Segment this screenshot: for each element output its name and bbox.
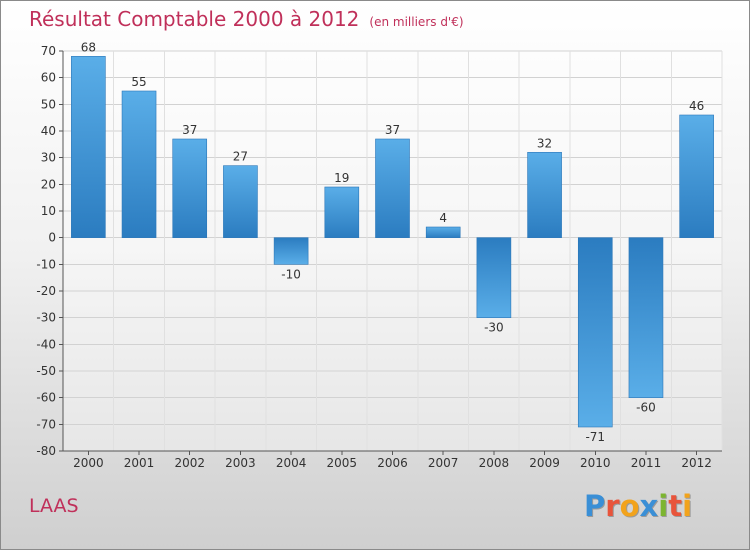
y-tick-label: 20 xyxy=(41,177,56,191)
bar-2006 xyxy=(375,138,410,238)
data-label-2009: 32 xyxy=(537,136,552,150)
y-tick-label: -80 xyxy=(36,444,56,458)
bar-2010 xyxy=(577,237,613,428)
y-tick-label: 50 xyxy=(41,97,56,111)
logo-letter: r xyxy=(605,489,620,523)
chart-title: Résultat Comptable 2000 à 2012 (en millie… xyxy=(29,7,464,31)
title-text: Résultat Comptable 2000 à 2012 xyxy=(29,7,360,31)
data-label-2003: 27 xyxy=(233,150,248,164)
x-tick-label: 2002 xyxy=(174,456,205,470)
bar-2012 xyxy=(679,114,714,238)
data-label-2008: -30 xyxy=(484,321,504,335)
axes: 706050403020100-10-20-30-40-50-60-70-802… xyxy=(36,44,722,470)
y-tick-label: -70 xyxy=(36,417,56,431)
data-label-2002: 37 xyxy=(182,123,197,137)
data-label-2007: 4 xyxy=(439,211,447,225)
y-tick-label: -50 xyxy=(36,364,56,378)
grid xyxy=(62,50,723,452)
bar-2005 xyxy=(324,186,360,238)
logo-letter: i xyxy=(658,489,669,523)
bar-2004 xyxy=(273,237,309,265)
y-tick-label: 60 xyxy=(41,71,56,85)
y-tick-label: 0 xyxy=(48,231,56,245)
y-tick-label: -30 xyxy=(36,311,56,325)
data-label-2004: -10 xyxy=(281,267,301,281)
commune-name: LAAS xyxy=(29,495,79,517)
x-tick-label: 2000 xyxy=(73,456,104,470)
x-tick-label: 2005 xyxy=(327,456,358,470)
y-tick-label: -60 xyxy=(36,391,56,405)
data-label-2006: 37 xyxy=(385,123,400,137)
data-labels: 68 55 37 27 -10 19 37 4 -30 32 -71 -60 46 xyxy=(81,40,705,444)
bar-2001 xyxy=(121,90,157,238)
bar-2003 xyxy=(223,165,258,238)
logo-letter: t xyxy=(668,489,683,523)
x-tick-label: 2010 xyxy=(580,456,611,470)
y-tick-label: 70 xyxy=(41,44,56,58)
unit-note: (en milliers d'€) xyxy=(369,15,464,29)
data-label-2005: 19 xyxy=(334,171,349,185)
bar-2008 xyxy=(476,237,512,318)
logo-letter: x xyxy=(639,489,659,523)
bars xyxy=(71,56,714,428)
x-tick-label: 2001 xyxy=(124,456,155,470)
bar-2007 xyxy=(425,226,461,238)
bar-2002 xyxy=(172,138,208,238)
x-tick-label: 2004 xyxy=(276,456,307,470)
data-label-2012: 46 xyxy=(689,99,704,113)
y-tick-label: 30 xyxy=(41,151,56,165)
x-tick-label: 2012 xyxy=(681,456,712,470)
logo-letter: P xyxy=(584,489,606,523)
x-tick-label: 2006 xyxy=(377,456,408,470)
proxiti-logo: Proxiti xyxy=(584,489,692,523)
data-label-2010: -71 xyxy=(585,430,605,444)
y-tick-label: 10 xyxy=(41,204,56,218)
x-tick-label: 2008 xyxy=(479,456,510,470)
data-label-2000: 68 xyxy=(81,40,96,54)
data-label-2001: 55 xyxy=(131,75,146,89)
logo-letter: o xyxy=(619,489,640,523)
y-tick-label: -40 xyxy=(36,337,56,351)
y-tick-label: 40 xyxy=(41,124,56,138)
x-tick-label: 2011 xyxy=(631,456,662,470)
x-tick-label: 2009 xyxy=(529,456,560,470)
plot-area xyxy=(63,51,722,451)
data-label-2011: -60 xyxy=(636,401,656,415)
y-tick-label: -10 xyxy=(36,257,56,271)
y-tick-label: -20 xyxy=(36,284,56,298)
x-tick-label: 2007 xyxy=(428,456,459,470)
logo-letter: i xyxy=(682,489,693,523)
bar-2011 xyxy=(628,237,664,398)
bar-2000 xyxy=(71,56,106,238)
x-tick-label: 2003 xyxy=(225,456,256,470)
bar-2009 xyxy=(527,152,562,238)
